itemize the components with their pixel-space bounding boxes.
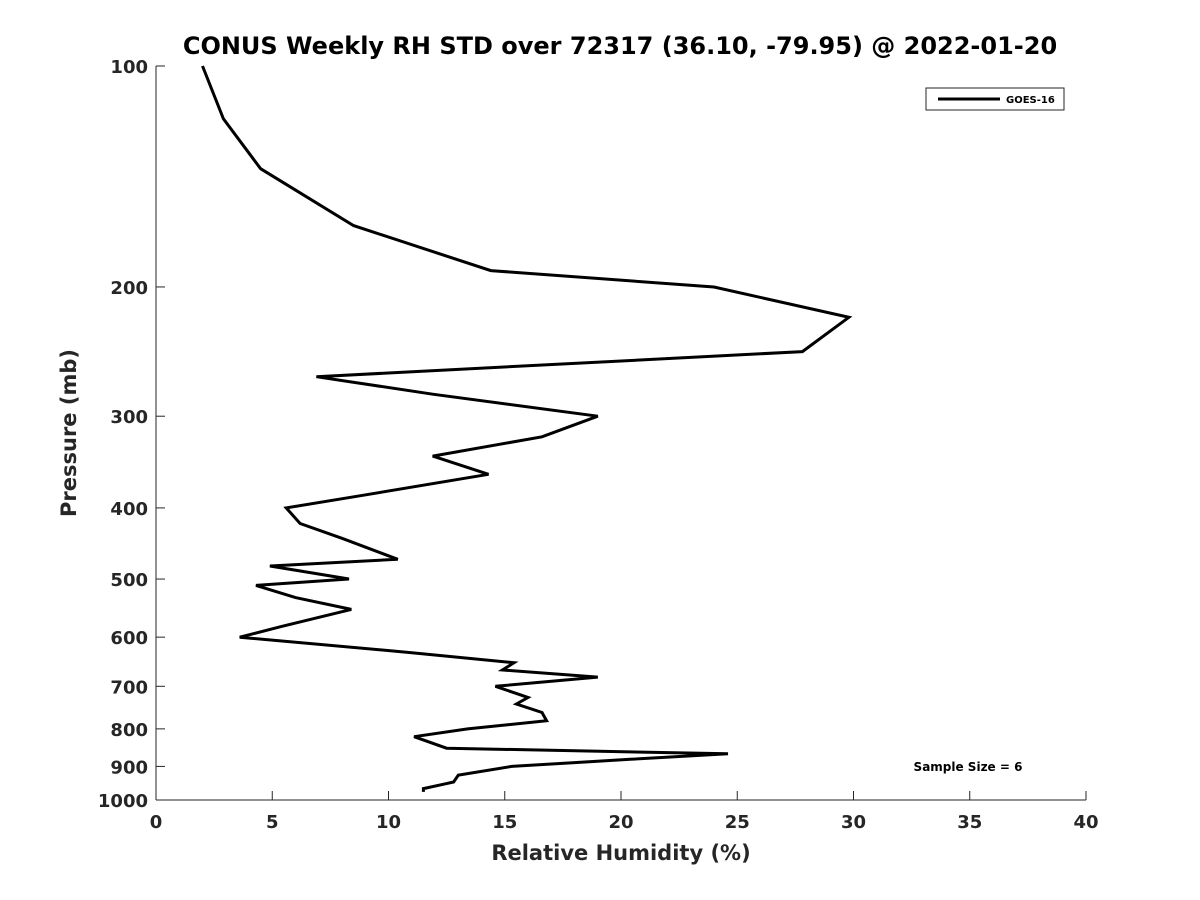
y-tick-label: 800 (110, 720, 148, 741)
series-layer (201, 65, 853, 792)
y-tick-label: 300 (110, 407, 148, 428)
legend-label: GOES-16 (1006, 95, 1055, 106)
series-line-0 (201, 65, 853, 792)
y-tick-label: 200 (110, 278, 148, 299)
y-tick-label: 1000 (98, 791, 148, 812)
y-tick-label: 100 (110, 57, 148, 78)
y-tick-label: 600 (110, 628, 148, 649)
chart-title: CONUS Weekly RH STD over 72317 (36.10, -… (183, 32, 1057, 60)
x-tick-label: 30 (841, 812, 866, 833)
legend: GOES-16 (925, 87, 1065, 111)
x-tick-label: 5 (266, 812, 279, 833)
y-tick-label: 500 (110, 570, 148, 591)
x-ticks: 0 5 10 15 20 25 30 35 40 (150, 791, 1099, 833)
x-axis-label: Relative Humidity (%) (491, 841, 750, 865)
y-ticks: 100 200 300 400 500 600 700 800 900 1000 (98, 57, 165, 812)
x-tick-label: 20 (608, 812, 633, 833)
y-axis-label: Pressure (mb) (57, 349, 81, 517)
x-tick-label: 35 (957, 812, 982, 833)
x-tick-label: 10 (376, 812, 401, 833)
x-tick-label: 25 (725, 812, 750, 833)
x-tick-label: 40 (1073, 812, 1098, 833)
x-tick-label: 0 (150, 812, 163, 833)
y-tick-label: 900 (110, 757, 148, 778)
sample-size-annotation: Sample Size = 6 (914, 760, 1023, 774)
x-tick-label: 15 (492, 812, 517, 833)
y-tick-label: 700 (110, 677, 148, 698)
y-tick-label: 400 (110, 499, 148, 520)
